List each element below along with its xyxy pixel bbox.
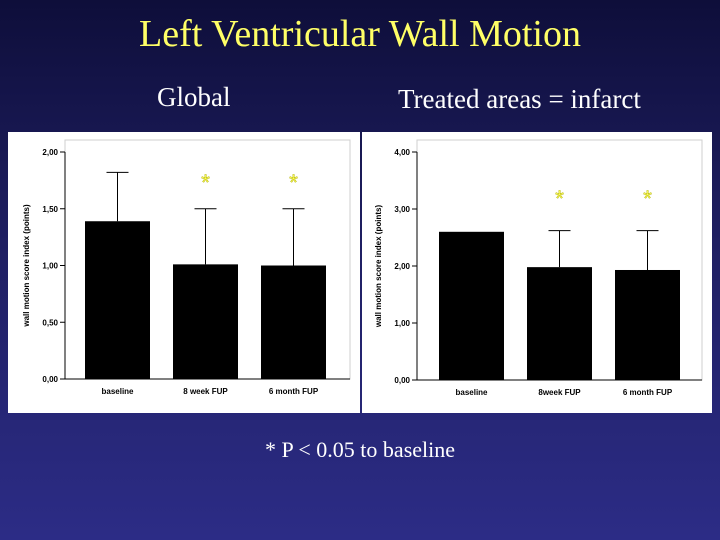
y-tick-label: 4,00 xyxy=(394,148,410,157)
slide-title: Left Ventricular Wall Motion xyxy=(139,13,581,55)
x-tick-label: baseline xyxy=(455,388,488,397)
x-tick-label: baseline xyxy=(101,387,134,396)
bar xyxy=(173,264,238,379)
significance-asterisk: * xyxy=(555,186,564,211)
y-tick-label: 2,00 xyxy=(394,262,410,271)
significance-asterisk: * xyxy=(201,170,210,195)
y-tick-label: 0,00 xyxy=(42,375,58,384)
x-tick-label: 6 month FUP xyxy=(269,387,319,396)
y-axis-title: wall motion score index (points) xyxy=(22,204,31,328)
bar xyxy=(615,269,680,380)
significance-footnote: * P < 0.05 to baseline xyxy=(264,437,456,462)
significance-asterisk: * xyxy=(289,170,298,195)
significance-asterisk: * xyxy=(643,186,652,211)
bar xyxy=(85,221,150,379)
x-tick-label: 8week FUP xyxy=(538,388,581,397)
y-tick-label: 1,00 xyxy=(42,262,58,271)
x-tick-label: 8 week FUP xyxy=(183,387,228,396)
chart-panel-global: 0,00 0,50 1,00 1,50 2,00 wall motion score in… xyxy=(8,132,360,413)
chart-panel-treated: 0,00 1,00 2,00 3,00 4,00 wall motion score in… xyxy=(362,132,712,413)
y-tick-label: 3,00 xyxy=(394,205,410,214)
bar xyxy=(261,265,326,379)
y-tick-label: 0,00 xyxy=(394,376,410,385)
bar xyxy=(527,267,592,380)
y-tick-label: 0,50 xyxy=(42,318,58,327)
chart-global: 0,00 0,50 1,00 1,50 2,00 wall motion score in… xyxy=(22,139,351,396)
subtitle-global: Global xyxy=(157,82,231,112)
y-axis-title: wall motion score index (points) xyxy=(374,205,383,329)
bar xyxy=(439,231,504,380)
x-tick-label: 6 month FUP xyxy=(623,388,673,397)
subtitle-treated-areas: Treated areas = infarct xyxy=(398,84,641,114)
y-tick-label: 1,00 xyxy=(394,319,410,328)
y-tick-label: 2,00 xyxy=(42,148,58,157)
chart-treated-areas: 0,00 1,00 2,00 3,00 4,00 wall motion score in… xyxy=(374,139,703,397)
y-tick-label: 1,50 xyxy=(42,205,58,214)
